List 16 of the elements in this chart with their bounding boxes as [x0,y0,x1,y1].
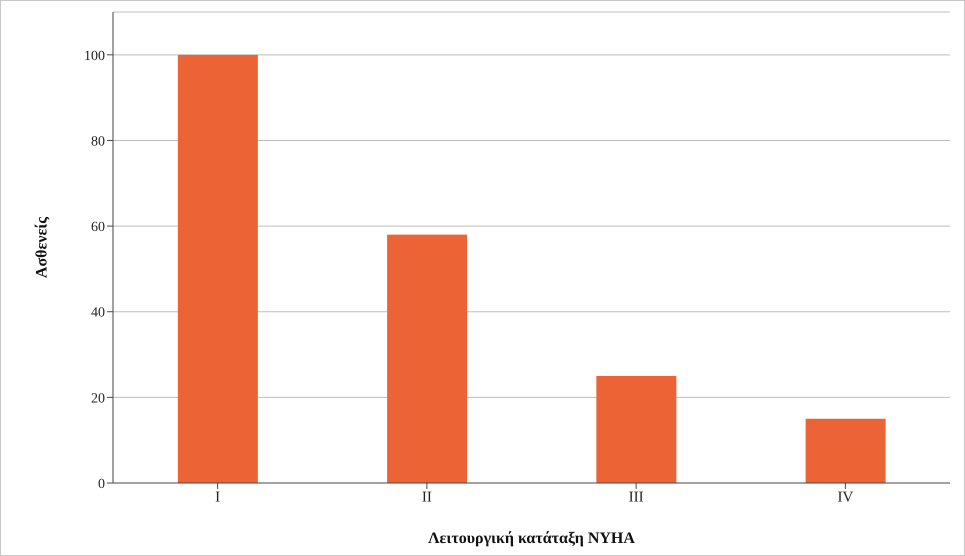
x-tick-label: II [422,490,432,506]
x-tick-label: IV [837,490,854,506]
bar [806,418,886,483]
y-tick-label: 100 [84,48,105,64]
y-axis-title: Ασθενείς [34,216,51,278]
y-tick-label: 80 [91,134,105,150]
bar [596,376,676,483]
x-tick-label: I [215,490,220,506]
bar [387,234,468,483]
x-axis-title: Λειτουργική κατάταξη NYHA [428,530,636,547]
y-tick-label: 60 [91,220,105,236]
y-tick-label: 40 [91,306,105,321]
y-tick-label: 20 [91,391,105,406]
y-tick-label: 0 [98,476,105,492]
bar [178,54,258,483]
x-tick-label: III [628,490,644,506]
